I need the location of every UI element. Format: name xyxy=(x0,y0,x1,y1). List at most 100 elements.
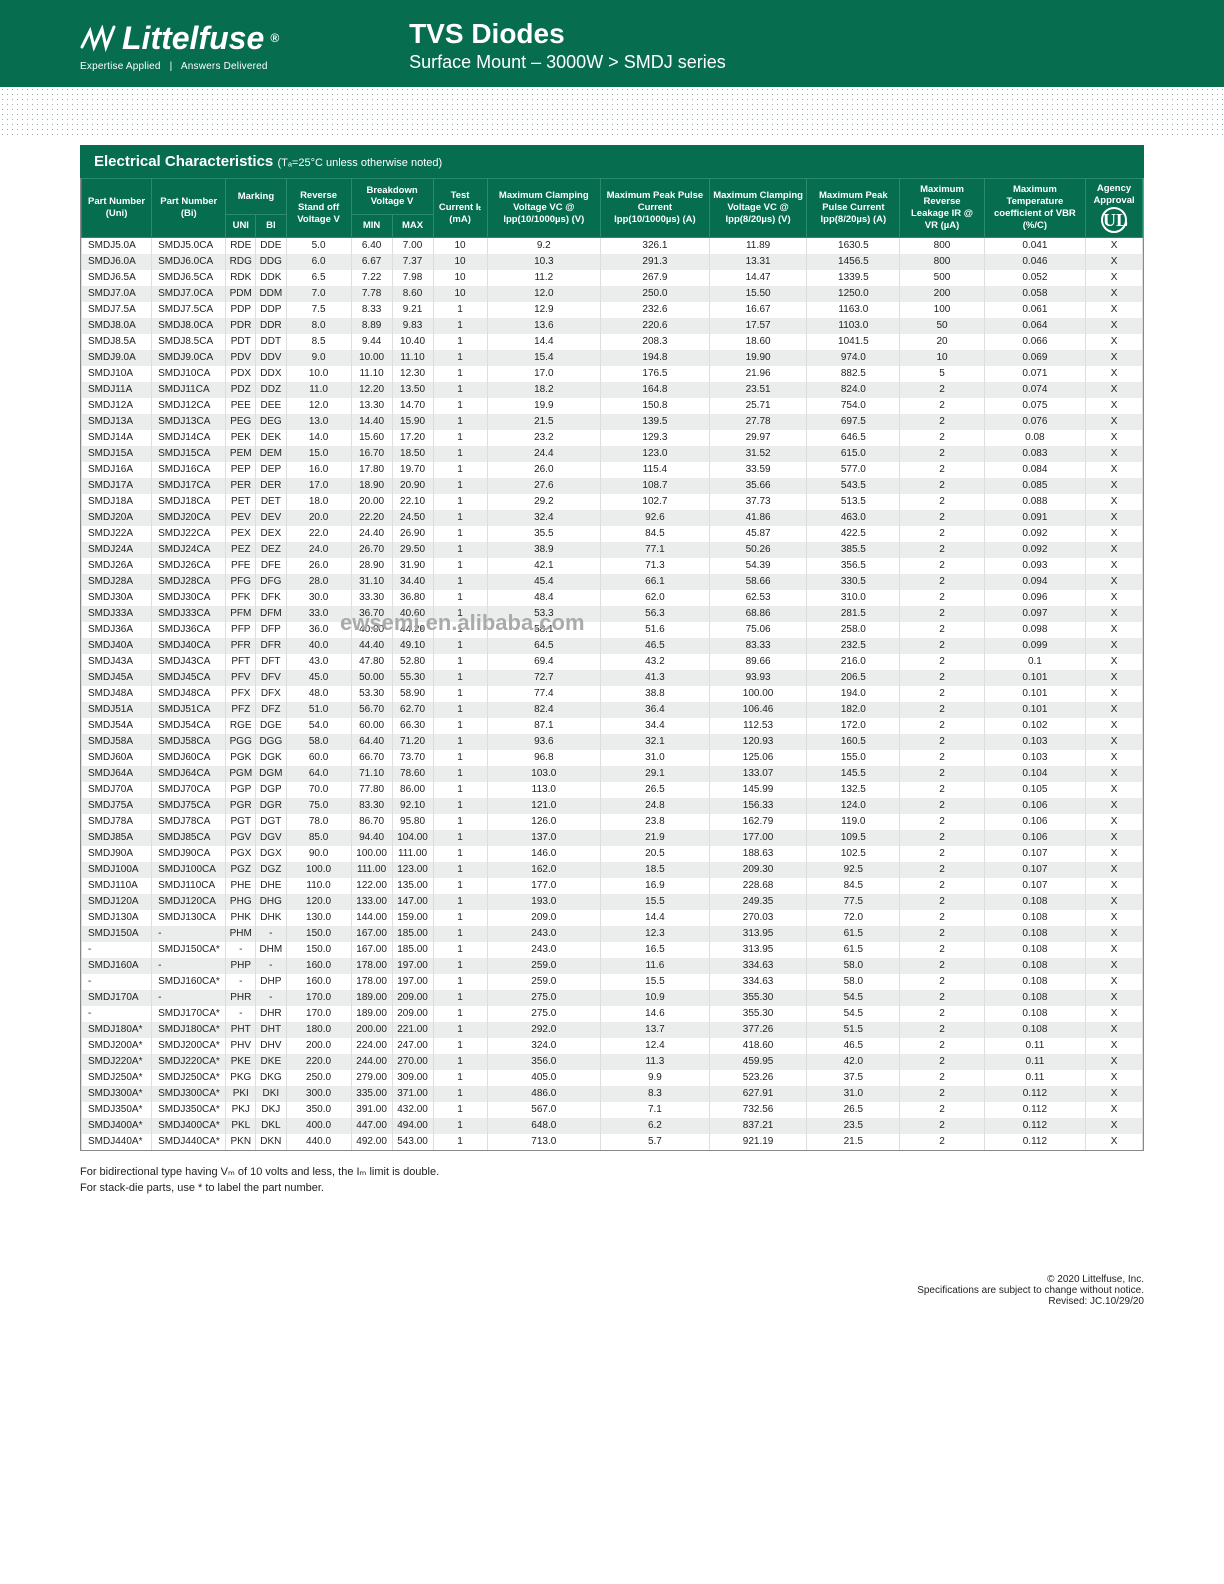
table-cell: 391.00 xyxy=(351,1102,392,1118)
table-cell: 12.30 xyxy=(392,366,433,382)
table-cell: 882.5 xyxy=(807,366,900,382)
table-cell: SMDJ250CA* xyxy=(152,1070,226,1086)
table-cell: 40.0 xyxy=(286,638,351,654)
table-cell: 71.10 xyxy=(351,766,392,782)
table-cell: 56.70 xyxy=(351,702,392,718)
table-cell: 1 xyxy=(433,894,487,910)
table-cell: 1 xyxy=(433,526,487,542)
table-cell: SMDJ58A xyxy=(82,734,152,750)
table-row: SMDJ58ASMDJ58CAPGGDGG58.064.4071.20193.6… xyxy=(82,734,1143,750)
table-cell: 51.0 xyxy=(286,702,351,718)
table-cell: 22.0 xyxy=(286,526,351,542)
table-cell: 68.86 xyxy=(709,606,807,622)
table-row: SMDJ5.0ASMDJ5.0CARDEDDE5.06.407.00109.23… xyxy=(82,237,1143,254)
table-cell: 16.9 xyxy=(601,878,710,894)
col-max-reverse-leakage: Maximum Reverse Leakage IR @ VR (µA) xyxy=(900,179,984,238)
table-cell: 2 xyxy=(900,590,984,606)
table-cell: 0.107 xyxy=(984,862,1085,878)
table-cell: DHV xyxy=(256,1038,286,1054)
table-cell: 0.097 xyxy=(984,606,1085,622)
table-cell: 250.0 xyxy=(286,1070,351,1086)
table-cell: 1 xyxy=(433,366,487,382)
table-cell: 5 xyxy=(900,366,984,382)
table-row: SMDJ51ASMDJ51CAPFZDFZ51.056.7062.70182.4… xyxy=(82,702,1143,718)
table-cell: 62.70 xyxy=(392,702,433,718)
table-cell: 44.20 xyxy=(392,622,433,638)
table-cell: 26.0 xyxy=(286,558,351,574)
table-cell: 2 xyxy=(900,1054,984,1070)
table-cell: SMDJ14CA xyxy=(152,430,226,446)
table-cell: 1 xyxy=(433,1038,487,1054)
table-cell: 22.10 xyxy=(392,494,433,510)
table-cell: 60.0 xyxy=(286,750,351,766)
table-cell: 31.52 xyxy=(709,446,807,462)
table-cell: 177.0 xyxy=(487,878,600,894)
table-cell: 102.7 xyxy=(601,494,710,510)
table-cell: PEX xyxy=(226,526,256,542)
table-cell: 85.0 xyxy=(286,830,351,846)
table-cell: 1 xyxy=(433,814,487,830)
table-cell: 247.00 xyxy=(392,1038,433,1054)
table-cell: 46.5 xyxy=(601,638,710,654)
table-cell: 2 xyxy=(900,638,984,654)
table-cell: 1250.0 xyxy=(807,286,900,302)
table-cell: 193.0 xyxy=(487,894,600,910)
table-cell: 291.3 xyxy=(601,254,710,270)
table-cell: 8.3 xyxy=(601,1086,710,1102)
table-cell: 1 xyxy=(433,606,487,622)
table-cell: 577.0 xyxy=(807,462,900,478)
footer-revised: Revised: JC.10/29/20 xyxy=(80,1296,1144,1307)
table-cell: 15.0 xyxy=(286,446,351,462)
table-cell: 51.5 xyxy=(807,1022,900,1038)
table-cell: 109.5 xyxy=(807,830,900,846)
table-row: SMDJ6.0ASMDJ6.0CARDGDDG6.06.677.371010.3… xyxy=(82,254,1143,270)
table-cell: 45.87 xyxy=(709,526,807,542)
table-cell: 53.30 xyxy=(351,686,392,702)
table-cell: SMDJ100CA xyxy=(152,862,226,878)
table-cell: 36.4 xyxy=(601,702,710,718)
table-cell: 28.0 xyxy=(286,574,351,590)
table-cell: 28.90 xyxy=(351,558,392,574)
table-cell: DGV xyxy=(256,830,286,846)
table-cell: 0.108 xyxy=(984,974,1085,990)
table-cell: 21.5 xyxy=(807,1134,900,1150)
table-cell: DDR xyxy=(256,318,286,334)
table-cell: DEZ xyxy=(256,542,286,558)
table-cell: 1041.5 xyxy=(807,334,900,350)
table-cell: DFG xyxy=(256,574,286,590)
table-cell: X xyxy=(1086,1118,1143,1134)
table-cell: 42.1 xyxy=(487,558,600,574)
table-cell: DGZ xyxy=(256,862,286,878)
table-cell: 1 xyxy=(433,350,487,366)
table-row: SMDJ200A*SMDJ200CA*PHVDHV200.0224.00247.… xyxy=(82,1038,1143,1054)
table-cell: 9.83 xyxy=(392,318,433,334)
table-cell: 2 xyxy=(900,942,984,958)
table-cell: 11.10 xyxy=(392,350,433,366)
table-cell: SMDJ30CA xyxy=(152,590,226,606)
table-cell: 31.0 xyxy=(601,750,710,766)
table-cell: X xyxy=(1086,718,1143,734)
table-cell: 46.5 xyxy=(807,1038,900,1054)
table-cell: 29.50 xyxy=(392,542,433,558)
table-cell: 267.9 xyxy=(601,270,710,286)
table-cell: 96.8 xyxy=(487,750,600,766)
table-cell: 228.68 xyxy=(709,878,807,894)
table-cell: 2 xyxy=(900,974,984,990)
table-cell: 1 xyxy=(433,654,487,670)
table-cell: PEV xyxy=(226,510,256,526)
table-cell: 310.0 xyxy=(807,590,900,606)
table-cell: 2 xyxy=(900,526,984,542)
brand-logo: Littelfuse® xyxy=(80,20,279,57)
table-cell: 11.3 xyxy=(601,1054,710,1070)
table-row: SMDJ17ASMDJ17CAPERDER17.018.9020.90127.6… xyxy=(82,478,1143,494)
table-cell: SMDJ9.0A xyxy=(82,350,152,366)
table-cell: - xyxy=(152,958,226,974)
table-cell: PFT xyxy=(226,654,256,670)
table-row: SMDJ90ASMDJ90CAPGXDGX90.0100.00111.00114… xyxy=(82,846,1143,862)
table-cell: DHK xyxy=(256,910,286,926)
table-cell: X xyxy=(1086,270,1143,286)
table-cell: 111.00 xyxy=(392,846,433,862)
table-cell: 45.4 xyxy=(487,574,600,590)
table-cell: 615.0 xyxy=(807,446,900,462)
table-cell: PHM xyxy=(226,926,256,942)
